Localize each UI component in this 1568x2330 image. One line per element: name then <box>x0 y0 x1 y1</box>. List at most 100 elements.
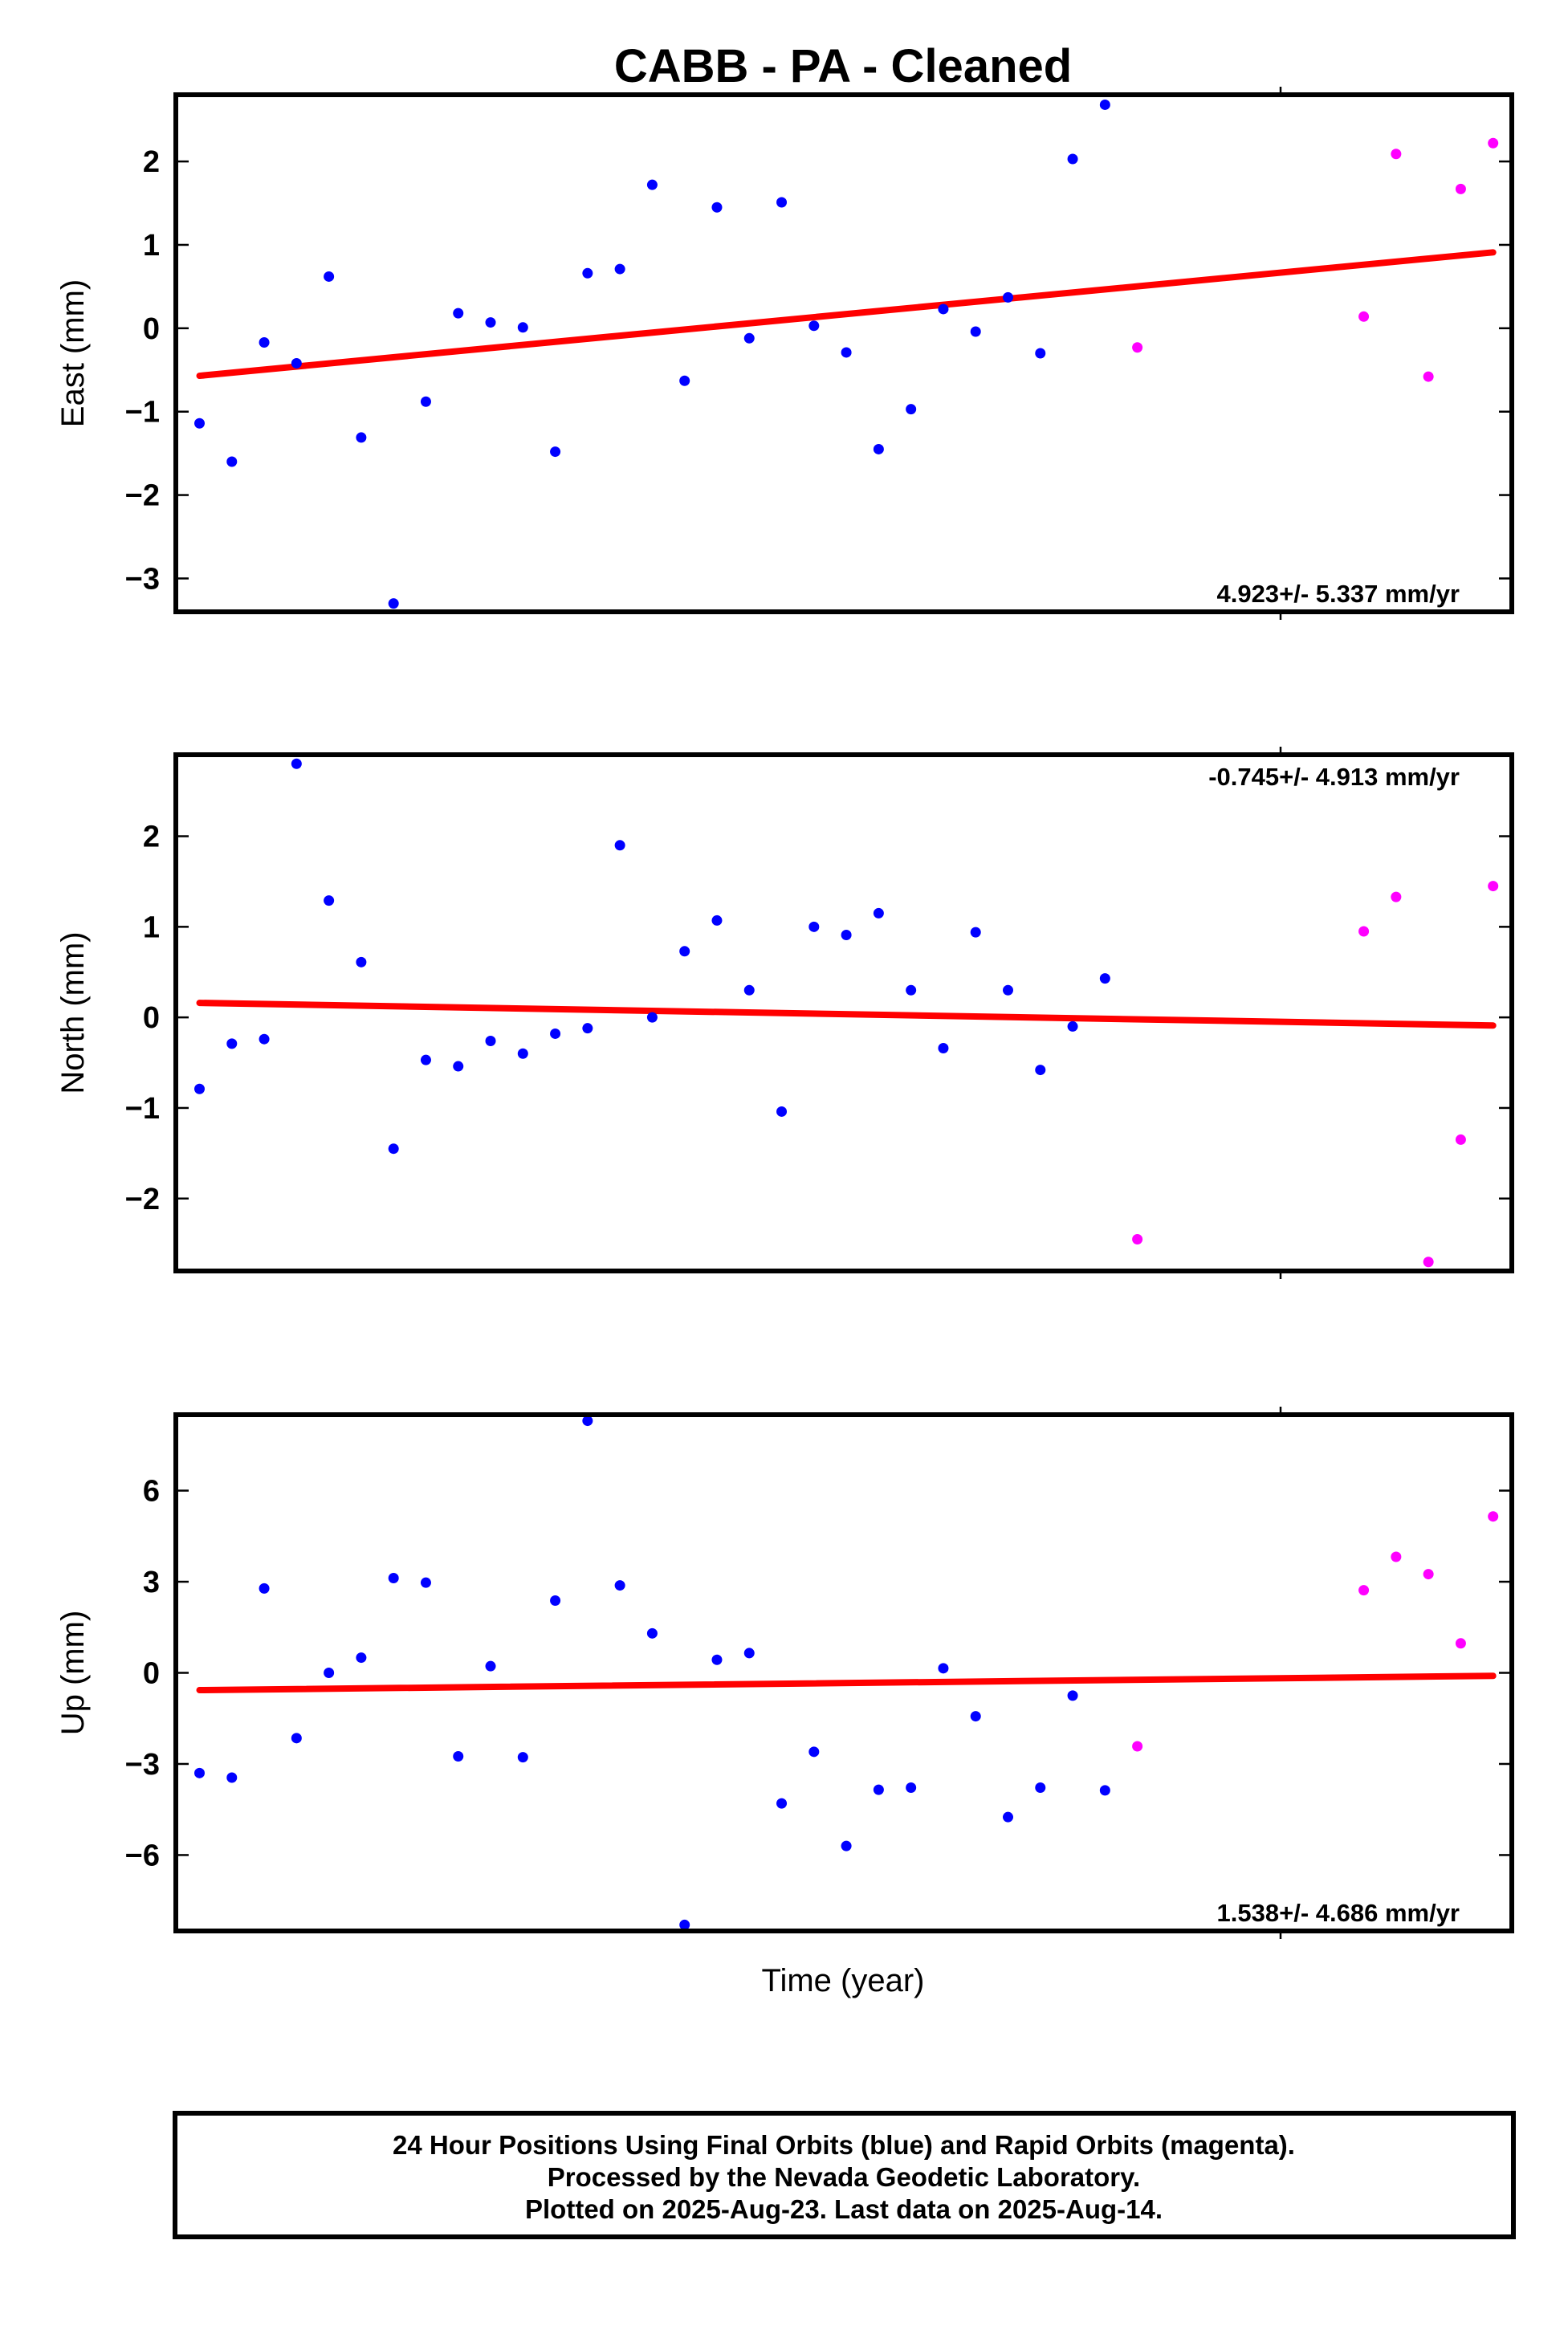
east-panel: −3 −2 −1 0 1 2 East (mm) 4.923+/- 5.337 mm/yr <box>55 87 1514 620</box>
final-orbit-point <box>679 946 690 957</box>
final-orbit-point <box>873 1784 884 1795</box>
final-orbit-point <box>453 1061 464 1072</box>
final-orbit-point <box>485 1035 496 1046</box>
final-orbit-point <box>291 1733 302 1744</box>
rapid-orbit-point <box>1455 1638 1466 1649</box>
final-orbit-point <box>194 1767 205 1778</box>
y-tick-label: −1 <box>125 396 160 430</box>
final-orbit-point <box>550 1595 561 1606</box>
final-orbit-point <box>743 332 755 344</box>
final-orbit-point <box>226 456 238 467</box>
north-panel: −2 −1 0 1 2 North (mm) -0.745+/- 4.913 mm/yr <box>55 747 1514 1279</box>
chart-title: CABB - PA - Cleaned <box>614 40 1072 92</box>
final-orbit-point <box>1035 1065 1046 1076</box>
footer-frame <box>173 2111 1516 2239</box>
rapid-orbit-point <box>1488 137 1499 149</box>
rapid-orbit-point <box>1488 881 1499 892</box>
plot-frame <box>173 1412 1514 1933</box>
final-orbit-point <box>873 907 884 919</box>
rapid-orbit-point <box>1423 371 1434 382</box>
y-tick-label: −1 <box>125 1092 160 1126</box>
x-axis-label: Time (year) <box>762 1963 925 1998</box>
rapid-orbit-point <box>1132 1741 1143 1752</box>
final-orbit-point <box>970 1711 981 1722</box>
trend-line <box>196 1000 1497 1029</box>
footer-line-1: 24 Hour Positions Using Final Orbits (bl… <box>393 2130 1295 2160</box>
final-orbit-point <box>679 375 690 386</box>
final-orbit-point <box>517 322 528 333</box>
final-orbit-point <box>550 1028 561 1039</box>
final-orbit-point <box>226 1038 238 1049</box>
final-orbit-point <box>614 1580 625 1591</box>
rapid-orbit-point <box>1423 1569 1434 1580</box>
y-axis-label: Up (mm) <box>55 1611 91 1736</box>
final-orbit-point <box>679 1919 690 1930</box>
y-tick-label: −3 <box>125 562 160 596</box>
final-orbit-point <box>517 1752 528 1763</box>
footer-box: 24 Hour Positions Using Final Orbits (bl… <box>173 2111 1516 2239</box>
final-orbit-point <box>259 1583 270 1594</box>
final-orbit-point <box>1003 291 1013 303</box>
final-orbit-point <box>970 927 981 938</box>
final-orbit-point <box>646 1627 658 1639</box>
final-orbit-point <box>906 404 917 415</box>
final-orbit-point <box>906 984 917 996</box>
rapid-orbit-point <box>1358 311 1370 322</box>
final-orbit-point <box>582 267 593 279</box>
final-orbit-point <box>776 1798 788 1809</box>
final-orbit-point <box>938 303 949 315</box>
final-orbit-point <box>356 1652 367 1664</box>
rapid-orbit-point <box>1132 342 1143 353</box>
final-orbit-point <box>743 984 755 996</box>
final-orbit-point <box>873 443 884 454</box>
final-orbit-point <box>291 357 302 369</box>
final-orbit-point <box>194 1083 205 1094</box>
final-orbit-point <box>582 1416 593 1427</box>
plot-frame <box>173 92 1514 614</box>
rapid-orbit-point <box>1391 1551 1402 1562</box>
final-orbit-point <box>388 1143 399 1155</box>
y-tick-label: 3 <box>143 1566 160 1599</box>
final-orbit-point <box>324 895 335 906</box>
final-orbit-point <box>841 929 852 940</box>
velocity-rate-label: 1.538+/- 4.686 mm/yr <box>1217 1899 1460 1927</box>
rapid-orbit-point <box>1358 1585 1370 1596</box>
final-orbit-point <box>841 1840 852 1851</box>
final-orbit-point <box>614 840 625 851</box>
final-orbit-point <box>420 396 431 407</box>
y-tick-label: 2 <box>143 821 160 854</box>
final-orbit-point <box>420 1054 431 1065</box>
rapid-orbit-point <box>1455 183 1466 194</box>
final-orbit-point <box>485 317 496 328</box>
final-orbit-point <box>808 1746 820 1758</box>
final-orbit-point <box>711 1654 723 1665</box>
y-tick-label: −2 <box>125 1183 160 1216</box>
final-orbit-point <box>388 1572 399 1583</box>
final-orbit-point <box>970 326 981 337</box>
rapid-orbit-point <box>1132 1234 1143 1245</box>
final-orbit-point <box>485 1660 496 1672</box>
final-orbit-point <box>453 308 464 319</box>
footer-line-3: Plotted on 2025-Aug-23. Last data on 202… <box>525 2194 1163 2224</box>
final-orbit-point <box>938 1042 949 1053</box>
rapid-orbit-point <box>1358 926 1370 937</box>
final-orbit-point <box>324 271 335 282</box>
final-orbit-point <box>356 956 367 967</box>
y-tick-label: −6 <box>125 1839 160 1872</box>
final-orbit-point <box>1067 1020 1078 1032</box>
final-orbit-point <box>614 263 625 275</box>
final-orbit-point <box>646 1012 658 1023</box>
final-orbit-point <box>808 320 820 332</box>
velocity-rate-label: 4.923+/- 5.337 mm/yr <box>1217 580 1460 608</box>
final-orbit-point <box>808 921 820 932</box>
rapid-orbit-point <box>1423 1257 1434 1268</box>
y-tick-label: 2 <box>143 145 160 179</box>
final-orbit-point <box>841 347 852 358</box>
final-orbit-point <box>291 758 302 769</box>
final-orbit-point <box>938 1663 949 1674</box>
plot-frame <box>173 752 1514 1273</box>
final-orbit-point <box>226 1772 238 1783</box>
final-orbit-point <box>259 1033 270 1045</box>
final-orbit-point <box>420 1577 431 1588</box>
